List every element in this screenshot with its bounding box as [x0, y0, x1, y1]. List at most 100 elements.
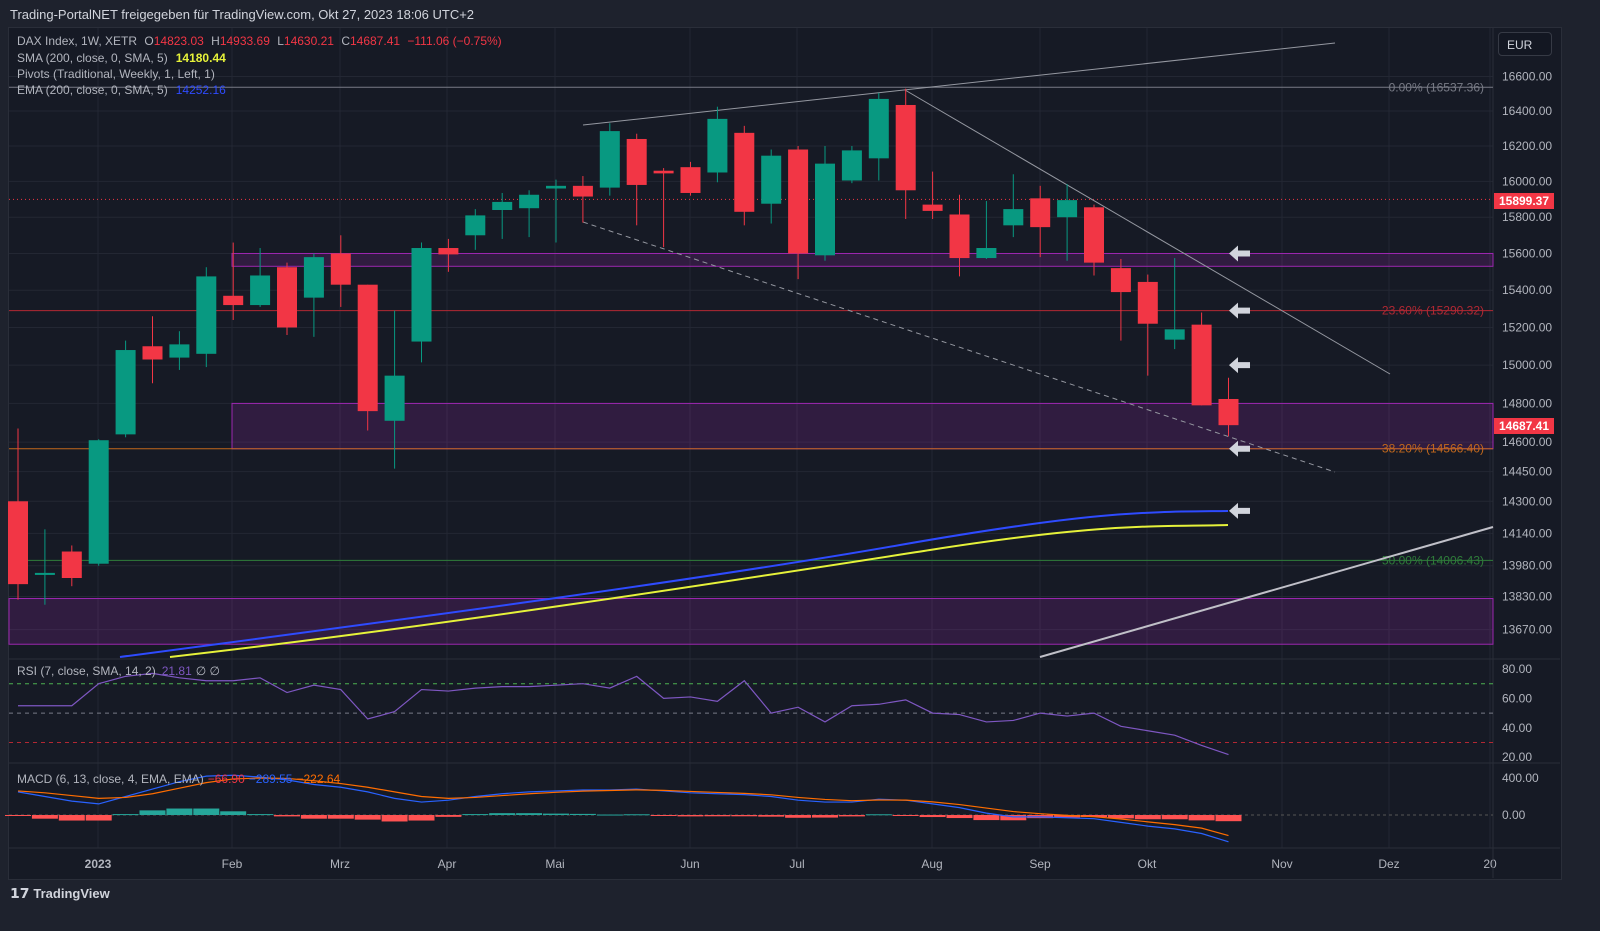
macd-histogram-bar	[58, 815, 85, 821]
symbol-name: DAX Index, 1W, XETR	[17, 34, 138, 48]
macd-histogram-bar	[758, 815, 785, 817]
candle-down	[1030, 198, 1051, 228]
rsi-tick-label: 80.00	[1502, 662, 1532, 676]
candle-up	[761, 155, 782, 204]
time-axis-label: Sep	[1029, 857, 1051, 871]
support-resistance-zone	[231, 252, 1494, 267]
price-tick-label: 15600.00	[1502, 246, 1552, 260]
arrow-left-icon	[1229, 440, 1250, 457]
high-value: 14933.69	[219, 34, 270, 48]
ema-label: EMA (200, close, 0, SMA, 5)	[17, 83, 168, 97]
candle-up	[492, 201, 513, 211]
macd-tick-label: 400.00	[1502, 771, 1539, 785]
candle-down	[223, 295, 244, 306]
candle-down	[922, 204, 943, 211]
candle-down	[626, 138, 647, 185]
macd-histogram-bar	[623, 814, 650, 816]
rsi-tick-label: 60.00	[1502, 691, 1532, 705]
sma-label: SMA (200, close, 0, SMA, 5)	[17, 51, 168, 65]
sma-line	[169, 524, 1229, 658]
price-tick-label: 15400.00	[1502, 283, 1552, 297]
price-tick-label: 13980.00	[1502, 559, 1552, 573]
macd-histogram-bar	[112, 814, 139, 816]
price-tick-label: 13830.00	[1502, 589, 1552, 603]
fib-level-label: 23.60% (15290.32)	[1382, 304, 1484, 318]
arrow-left-icon	[1229, 502, 1250, 519]
macd-histogram-bar	[892, 815, 919, 816]
macd-histogram-bar	[354, 815, 381, 820]
macd-legend[interactable]: MACD (6, 13, close, 4, EMA, EMA) −66.90 −2…	[17, 772, 340, 786]
macd-histogram-bar	[946, 815, 973, 819]
macd-line	[17, 774, 1229, 843]
pivots-legend[interactable]: Pivots (Traditional, Weekly, 1, Left, 1)	[17, 67, 215, 81]
candle-down	[277, 267, 297, 328]
macd-histogram-bar	[1107, 815, 1134, 819]
candle-down	[788, 149, 809, 254]
price-tick-label: 14140.00	[1502, 526, 1552, 540]
time-axis-label: 20	[1483, 857, 1497, 871]
tradingview-logo[interactable]: 𝟭𝟳 TradingView	[10, 885, 110, 902]
candle-up	[599, 131, 620, 188]
arrow-left-icon	[1229, 302, 1250, 319]
trendline-ascending	[1039, 526, 1494, 658]
candle-up	[196, 276, 217, 354]
macd-histogram-bar	[220, 811, 247, 815]
low-value: 14630.21	[283, 34, 334, 48]
macd-histogram-bar	[489, 813, 516, 815]
macd-signal-line	[17, 777, 1229, 837]
support-resistance-zone	[231, 402, 1494, 450]
candle-up	[546, 185, 566, 189]
time-axis-label: Apr	[438, 857, 457, 871]
close-label: C	[341, 34, 350, 48]
macd-histogram-bar	[650, 815, 677, 816]
price-tick-label: 13670.00	[1502, 623, 1552, 637]
macd-tick-label: 0.00	[1502, 808, 1526, 822]
macd-histogram-bar	[838, 815, 865, 817]
candle-down	[330, 253, 351, 285]
macd-line-value: −289.55	[248, 772, 293, 786]
candle-up	[841, 150, 862, 181]
time-axis-label: Nov	[1271, 857, 1292, 871]
candle-up	[303, 257, 324, 298]
candle-up	[169, 344, 190, 358]
candle-down	[949, 214, 970, 259]
candle-down	[142, 346, 163, 360]
price-tick-label: 14300.00	[1502, 494, 1552, 508]
candle-up	[88, 440, 109, 564]
rsi-tick-label: 40.00	[1502, 721, 1532, 735]
open-label: O	[144, 34, 154, 48]
macd-histogram-bar	[1054, 815, 1081, 818]
rsi-legend[interactable]: RSI (7, close, SMA, 14, 2) 21.81 ∅ ∅	[17, 664, 220, 678]
time-axis-label: Dez	[1378, 857, 1399, 871]
candle-down	[357, 284, 378, 412]
price-tick-label: 15200.00	[1502, 320, 1552, 334]
price-tick-label: 15000.00	[1502, 358, 1552, 372]
macd-histogram-bar	[85, 815, 112, 821]
candle-down	[1218, 398, 1239, 426]
macd-histogram-bar	[516, 813, 543, 815]
ema-legend[interactable]: EMA (200, close, 0, SMA, 5) 14252.16	[17, 83, 226, 97]
macd-histogram-bar	[1161, 815, 1188, 820]
price-tick-label: 16400.00	[1502, 104, 1552, 118]
macd-histogram-bar	[1188, 815, 1215, 821]
macd-histogram-bar	[300, 815, 327, 819]
chart-frame[interactable]	[8, 27, 1562, 880]
share-title: Trading-PortalNET freigegeben für Tradin…	[10, 7, 475, 22]
macd-histogram-bar	[973, 815, 1000, 821]
price-tick-label: 16000.00	[1502, 174, 1552, 188]
symbol-legend[interactable]: DAX Index, 1W, XETR O14823.03 H14933.69 …	[17, 34, 502, 48]
time-axis-label: Jul	[789, 857, 804, 871]
currency-button[interactable]: EUR	[1498, 32, 1552, 56]
low-label: L	[277, 34, 284, 48]
price-tick-label: 16600.00	[1502, 70, 1552, 84]
candle-up	[384, 375, 405, 421]
candle-down	[1137, 281, 1158, 324]
candle-up	[34, 572, 55, 575]
price-tick-label: 15800.00	[1502, 210, 1552, 224]
macd-histogram-bar	[677, 815, 704, 817]
candle-up	[707, 118, 728, 173]
sma-legend[interactable]: SMA (200, close, 0, SMA, 5) 14180.44	[17, 51, 226, 65]
macd-histogram-bar	[785, 815, 812, 818]
macd-histogram-bar	[569, 813, 596, 815]
